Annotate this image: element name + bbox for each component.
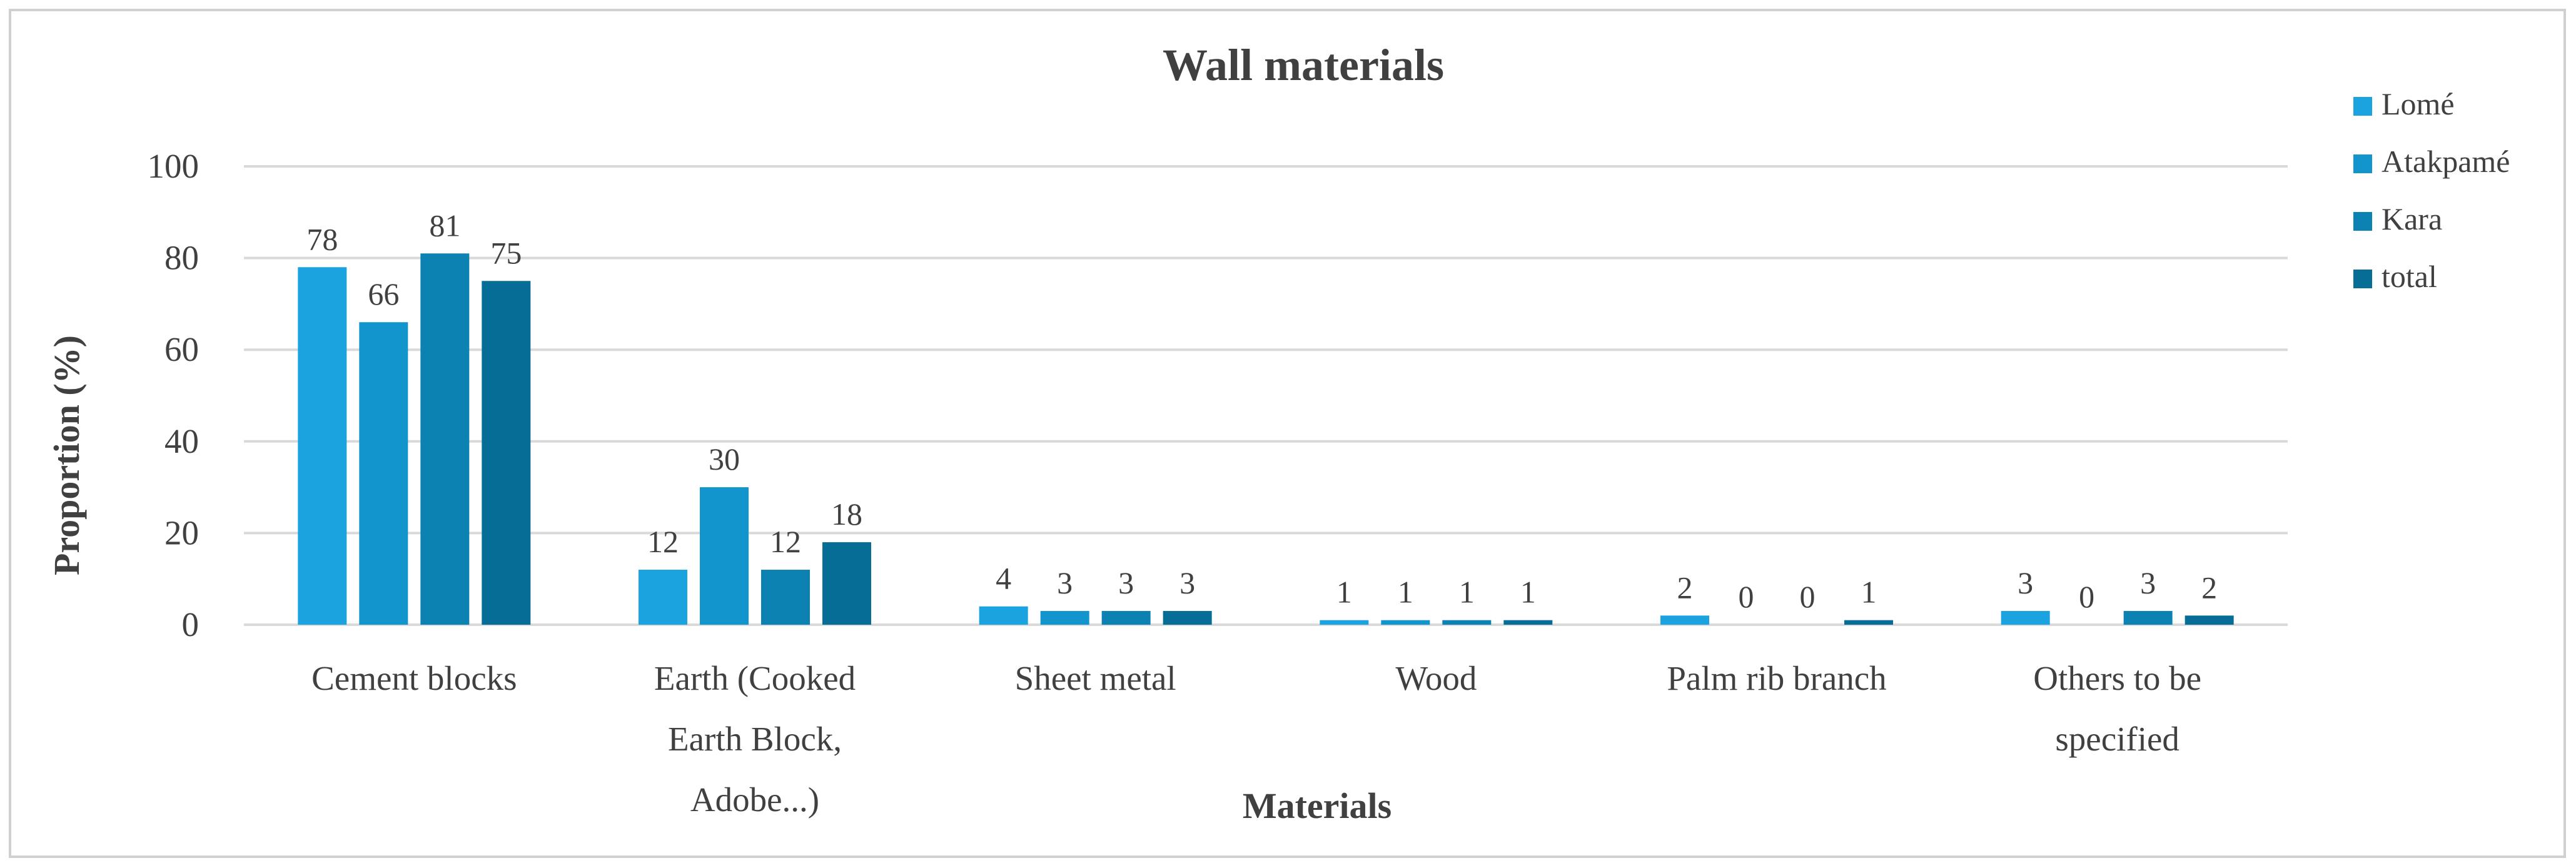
- bar: [2123, 611, 2173, 625]
- legend-swatch: [2353, 270, 2372, 288]
- legend-swatch: [2353, 154, 2372, 173]
- data-label: 1: [1520, 575, 1536, 610]
- bar: [420, 253, 470, 625]
- data-label: 2: [2201, 570, 2217, 605]
- gridlines: [244, 165, 2288, 626]
- data-label: 3: [2018, 565, 2033, 600]
- legend-label: Atakpamé: [2382, 144, 2510, 179]
- data-label: 18: [831, 497, 862, 532]
- data-label: 12: [770, 524, 801, 559]
- category-label: Earth Block,: [668, 720, 842, 758]
- bar: [2185, 615, 2234, 625]
- category-label: Cement blocks: [311, 659, 517, 697]
- y-tick-label: 100: [148, 147, 200, 185]
- bar: [1040, 611, 1089, 625]
- data-label: 1: [1336, 575, 1352, 610]
- bar: [1320, 620, 1369, 625]
- bar: [1101, 611, 1151, 625]
- legend-label: Kara: [2382, 201, 2442, 236]
- x-category-labels: Cement blocks Earth (Cooked Earth Block, Ad…: [311, 659, 2201, 819]
- data-label: 3: [1057, 565, 1073, 600]
- data-label: 81: [429, 208, 460, 243]
- category-label: Earth (Cooked: [654, 659, 856, 697]
- data-label: 78: [306, 221, 338, 256]
- chart-frame: Wall materials 0 20 40 60 80 100 78 66 81 75 12 30…: [9, 9, 2566, 858]
- category-label: Palm rib branch: [1667, 659, 1886, 697]
- data-label: 1: [1398, 575, 1413, 610]
- bar: [1163, 611, 1212, 625]
- y-tick-label: 40: [164, 422, 199, 460]
- bar: [979, 606, 1028, 625]
- y-tick-label: 0: [182, 605, 200, 643]
- y-axis-title: Proportion (%): [46, 335, 87, 575]
- bar: [2001, 611, 2050, 625]
- data-label: 3: [2140, 565, 2156, 600]
- chart-title: Wall materials: [1163, 40, 1444, 90]
- category-label: specified: [2055, 720, 2179, 758]
- legend-label: Lomé: [2382, 86, 2455, 121]
- category-label: Others to be: [2033, 659, 2201, 697]
- data-label: 0: [2079, 579, 2094, 614]
- x-axis-title: Materials: [1243, 785, 1392, 826]
- category-label: Wood: [1395, 659, 1477, 697]
- data-label: 2: [1677, 570, 1693, 605]
- y-tick-label: 20: [164, 513, 199, 552]
- data-label: 0: [1800, 579, 1816, 614]
- data-label: 3: [1118, 565, 1134, 600]
- data-label: 0: [1739, 579, 1754, 614]
- bar: [359, 322, 408, 625]
- y-tick-label: 80: [164, 239, 199, 277]
- legend-swatch: [2353, 97, 2372, 116]
- bar: [761, 570, 810, 625]
- category-label: Adobe...): [690, 780, 819, 819]
- data-label: 1: [1459, 575, 1475, 610]
- legend-swatch: [2353, 212, 2372, 231]
- bar: [1381, 620, 1430, 625]
- bar: [822, 542, 871, 625]
- bar: [1442, 620, 1492, 625]
- data-label: 3: [1179, 565, 1195, 600]
- bar: [1660, 615, 1709, 625]
- bar: [298, 267, 347, 625]
- data-label: 66: [368, 276, 399, 311]
- bar: [700, 487, 749, 625]
- legend: Lomé Atakpamé Kara total: [2353, 86, 2510, 294]
- y-tick-label: 60: [164, 330, 199, 368]
- legend-label: total: [2382, 259, 2437, 294]
- bar: [1844, 620, 1893, 625]
- data-label: 30: [709, 442, 740, 477]
- data-label: 75: [490, 235, 522, 270]
- y-tick-labels: 0 20 40 60 80 100: [148, 147, 200, 643]
- bar: [482, 281, 531, 625]
- data-label: 12: [647, 524, 679, 559]
- bars: [298, 253, 2234, 625]
- data-label: 4: [996, 561, 1011, 596]
- bar: [1503, 620, 1553, 625]
- bar: [639, 570, 687, 625]
- data-label: 1: [1861, 575, 1877, 610]
- category-label: Sheet metal: [1015, 659, 1176, 697]
